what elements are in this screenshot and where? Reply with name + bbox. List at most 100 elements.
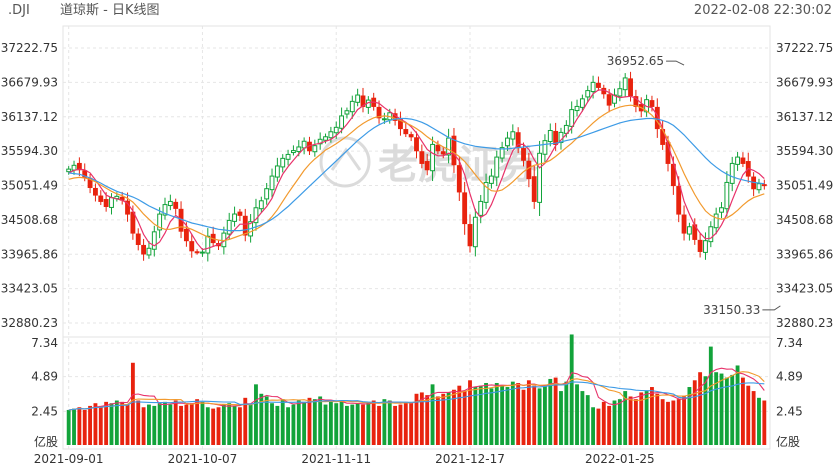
volume-panel-frame	[62, 336, 771, 450]
volume-bar	[462, 391, 467, 445]
volume-bar	[323, 404, 328, 445]
candle-body	[183, 228, 189, 242]
volume-bar	[387, 400, 392, 445]
volume-bar	[510, 381, 515, 445]
volume-bar	[489, 388, 494, 445]
volume-bar	[237, 407, 242, 445]
candle-body	[686, 226, 692, 235]
candle-body	[226, 219, 232, 235]
volume-bar	[537, 388, 542, 445]
candle-body	[232, 213, 237, 222]
date-tick-label: 2021-09-01	[34, 452, 104, 466]
volume-bar	[516, 382, 521, 445]
candle-body	[488, 175, 494, 184]
volume-bar	[746, 385, 751, 445]
volume-tick-label-left: 2.45	[31, 404, 58, 418]
volume-bar	[286, 407, 290, 445]
volume-bar	[232, 405, 237, 445]
candle-body	[440, 151, 446, 155]
candle-body	[708, 226, 714, 243]
volume-ma-line-20	[68, 381, 765, 411]
candle-body	[237, 211, 243, 216]
candle-body	[280, 157, 286, 168]
volume-bar	[195, 399, 200, 445]
volume-bar	[403, 401, 408, 445]
annotation-leader-line	[666, 60, 685, 66]
volume-bar	[248, 404, 253, 445]
volume-bar	[660, 399, 665, 445]
volume-bar	[227, 403, 232, 445]
volume-unit-label-right: 亿股	[776, 434, 800, 449]
candle-body	[553, 130, 559, 145]
candle-body	[162, 204, 168, 216]
volume-bar	[430, 384, 435, 445]
candle-body	[151, 231, 157, 250]
volume-bar	[468, 380, 472, 445]
volume-bar	[109, 403, 114, 445]
candle-body	[585, 90, 591, 98]
candle-body	[376, 106, 382, 119]
volume-bar	[243, 397, 248, 445]
candle-body	[173, 201, 179, 209]
price-tick-label-left: 37222.75	[1, 41, 58, 55]
volume-bar	[543, 385, 547, 445]
candle-body	[537, 152, 543, 203]
volume-bar	[98, 405, 103, 445]
volume-bar	[452, 389, 456, 445]
volume-bar	[708, 346, 713, 445]
price-ma-line-short	[68, 89, 765, 251]
price-annotations: 36952.65 33150.33	[607, 54, 781, 317]
volume-bar	[724, 377, 729, 445]
candle-body	[130, 211, 136, 234]
candle-body	[242, 215, 248, 236]
candle-body	[542, 140, 548, 155]
price-tick-label-right: 33423.05	[776, 282, 833, 296]
candle-body	[761, 184, 767, 187]
volume-bar	[612, 400, 617, 445]
volume-tick-label-right: 2.45	[776, 404, 803, 418]
volume-bar	[585, 395, 590, 445]
volume-bar	[575, 384, 579, 445]
volume-bar	[735, 365, 740, 445]
candle-body	[622, 77, 628, 91]
volume-bar	[644, 391, 649, 445]
volume-bar	[532, 385, 537, 445]
volume-bar	[66, 409, 71, 445]
volume-bar	[179, 405, 183, 445]
price-tick-label-right: 37222.75	[776, 41, 833, 55]
price-tick-label-right: 34508.68	[776, 213, 833, 227]
candle-body	[719, 207, 724, 213]
annotation-low-label: 33150.33	[703, 303, 760, 317]
candle-body	[403, 129, 409, 135]
candle-body	[205, 235, 211, 254]
volume-tick-label-left: 4.89	[31, 370, 58, 384]
volume-bar	[398, 404, 403, 445]
volume-bar	[676, 399, 681, 445]
candle-body	[414, 137, 419, 152]
candle-body	[312, 145, 318, 153]
volume-bar	[312, 399, 317, 445]
volume-bar	[339, 400, 344, 445]
volume-bar	[564, 381, 569, 445]
candle-body	[649, 100, 655, 107]
volume-bar	[168, 404, 173, 445]
price-tick-label-right: 36137.12	[776, 110, 833, 124]
price-ma-lines	[68, 89, 765, 251]
volume-bars	[66, 334, 767, 445]
candle-body	[670, 163, 676, 187]
candle-body	[724, 181, 730, 210]
volume-bar	[270, 403, 274, 445]
volume-bar	[93, 403, 98, 445]
price-tick-label-right: 32880.23	[776, 316, 833, 330]
volume-bar	[714, 372, 719, 445]
volume-bar	[125, 404, 130, 445]
candle-body	[547, 129, 553, 143]
volume-bar	[740, 377, 745, 445]
volume-bar	[328, 401, 333, 445]
volume-bar	[703, 376, 708, 445]
candle-body	[333, 126, 339, 134]
price-tick-label-right: 35051.49	[776, 179, 833, 193]
volume-bar	[200, 401, 205, 445]
volume-bar	[409, 403, 414, 445]
volume-bar	[254, 384, 258, 445]
